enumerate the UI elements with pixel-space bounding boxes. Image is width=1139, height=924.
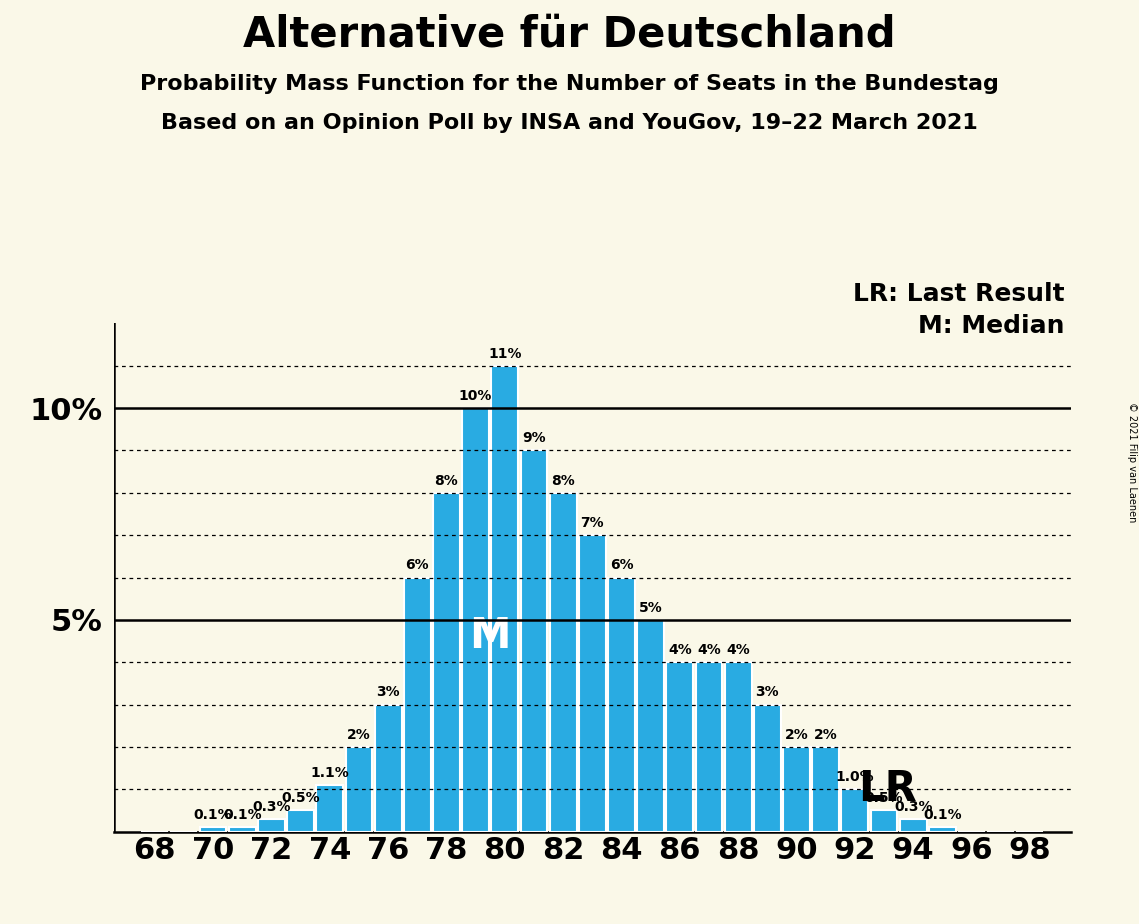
Bar xyxy=(754,704,780,832)
Bar xyxy=(345,747,372,832)
Text: 7%: 7% xyxy=(581,517,604,530)
Text: 5%: 5% xyxy=(639,601,663,614)
Text: 4%: 4% xyxy=(667,643,691,657)
Bar xyxy=(229,827,255,832)
Text: M: M xyxy=(469,615,511,657)
Bar xyxy=(199,827,227,832)
Text: 8%: 8% xyxy=(435,474,458,488)
Text: 6%: 6% xyxy=(609,558,633,572)
Text: 1.0%: 1.0% xyxy=(836,771,874,784)
Text: 0.3%: 0.3% xyxy=(252,800,290,814)
Text: LR: Last Result: LR: Last Result xyxy=(853,282,1065,306)
Bar xyxy=(259,819,285,832)
Bar xyxy=(608,578,634,832)
Text: 8%: 8% xyxy=(551,474,575,488)
Bar xyxy=(317,785,343,832)
Text: Based on an Opinion Poll by INSA and YouGov, 19–22 March 2021: Based on an Opinion Poll by INSA and You… xyxy=(161,113,978,133)
Bar xyxy=(724,663,752,832)
Bar xyxy=(782,747,810,832)
Bar xyxy=(287,810,314,832)
Bar xyxy=(433,492,460,832)
Text: 0.1%: 0.1% xyxy=(194,808,232,822)
Text: M: Median: M: Median xyxy=(918,314,1065,338)
Text: 2%: 2% xyxy=(813,728,837,742)
Bar xyxy=(637,620,664,832)
Text: 11%: 11% xyxy=(487,346,522,360)
Bar xyxy=(666,663,694,832)
Text: 0.1%: 0.1% xyxy=(223,808,262,822)
Text: 0.5%: 0.5% xyxy=(865,791,903,806)
Text: 6%: 6% xyxy=(405,558,429,572)
Bar xyxy=(375,704,402,832)
Text: 3%: 3% xyxy=(376,686,400,699)
Text: 2%: 2% xyxy=(785,728,809,742)
Text: 9%: 9% xyxy=(522,432,546,445)
Bar xyxy=(521,450,548,832)
Text: 0.3%: 0.3% xyxy=(894,800,933,814)
Text: 1.1%: 1.1% xyxy=(311,766,350,780)
Bar xyxy=(491,366,518,832)
Text: 4%: 4% xyxy=(727,643,749,657)
Bar xyxy=(812,747,839,832)
Text: Probability Mass Function for the Number of Seats in the Bundestag: Probability Mass Function for the Number… xyxy=(140,74,999,94)
Bar xyxy=(870,810,898,832)
Bar xyxy=(579,535,606,832)
Text: 10%: 10% xyxy=(459,389,492,403)
Text: © 2021 Filip van Laenen: © 2021 Filip van Laenen xyxy=(1128,402,1137,522)
Text: 0.5%: 0.5% xyxy=(281,791,320,806)
Text: Alternative für Deutschland: Alternative für Deutschland xyxy=(244,14,895,55)
Text: 3%: 3% xyxy=(755,686,779,699)
Text: LR: LR xyxy=(858,768,917,810)
Bar xyxy=(696,663,722,832)
Bar xyxy=(550,492,576,832)
Text: 0.1%: 0.1% xyxy=(923,808,961,822)
Bar xyxy=(900,819,926,832)
Text: 2%: 2% xyxy=(347,728,371,742)
Bar xyxy=(929,827,956,832)
Bar xyxy=(842,789,868,832)
Text: 4%: 4% xyxy=(697,643,721,657)
Bar xyxy=(462,408,489,832)
Bar xyxy=(404,578,431,832)
